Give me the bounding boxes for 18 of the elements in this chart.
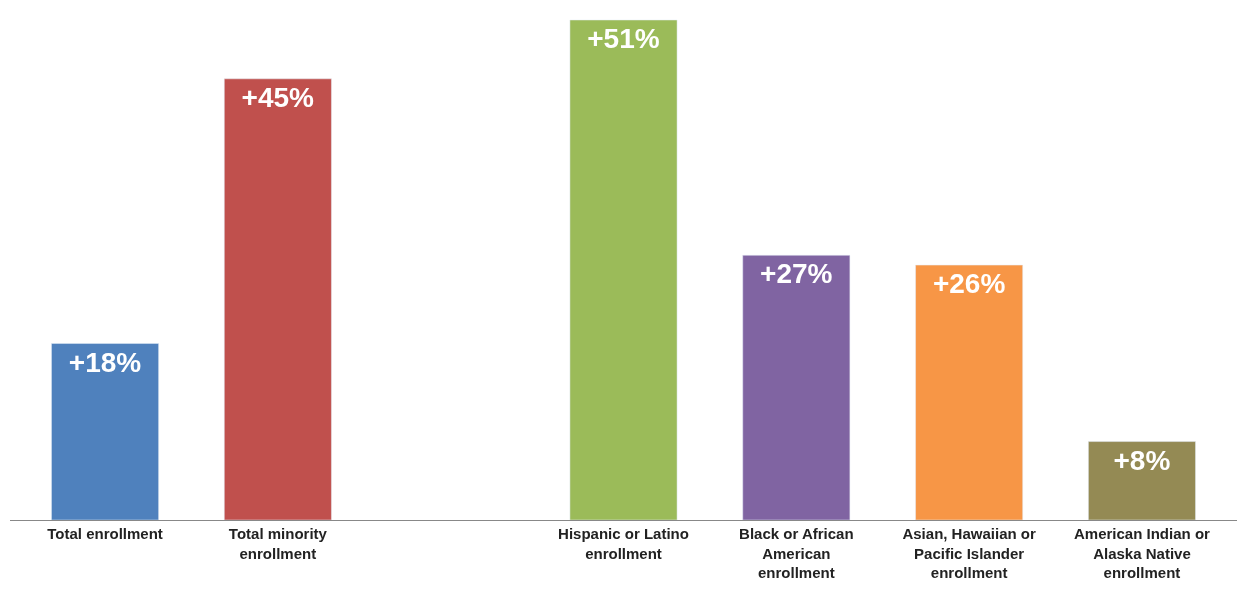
bar xyxy=(224,78,332,520)
x-tick-label: Hispanic or Latino enrollment xyxy=(558,525,689,562)
bar xyxy=(569,19,678,520)
data-label: +45% xyxy=(241,81,315,113)
data-label: +51% xyxy=(587,23,660,54)
bar xyxy=(742,255,851,520)
x-tick-label: Total minority enrollment xyxy=(228,525,328,562)
x-tick-label: Total enrollment xyxy=(47,525,163,542)
data-label: +8% xyxy=(1113,444,1171,476)
x-tick-label: Black or African American enrollment xyxy=(739,525,854,581)
bar xyxy=(1088,441,1196,520)
bar xyxy=(51,343,159,520)
bar xyxy=(915,264,1023,520)
data-label: +27% xyxy=(760,258,833,290)
data-label: +18% xyxy=(68,346,142,378)
x-tick-label: Asian, Hawaiian or Pacific Islander enrollment xyxy=(902,525,1036,581)
x-tick-label: American Indian or Alaska Native enrollment xyxy=(1074,525,1211,581)
data-label: +26% xyxy=(932,268,1006,300)
